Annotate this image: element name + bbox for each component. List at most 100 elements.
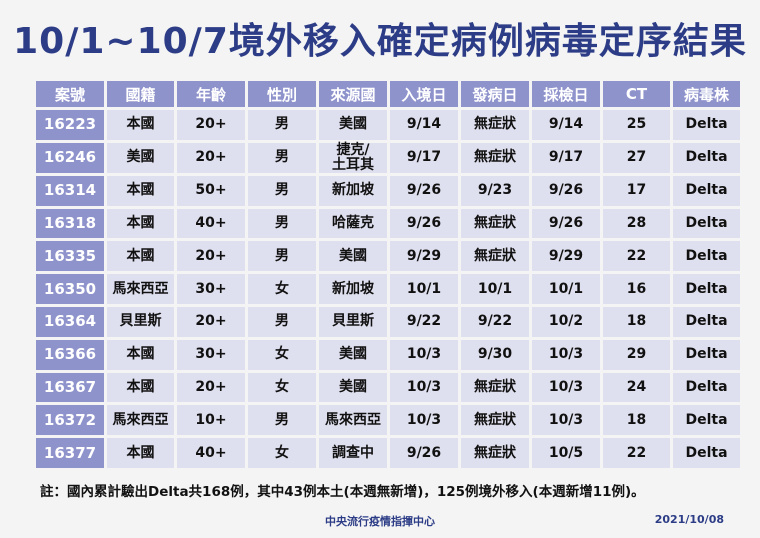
table-cell: 9/26 (532, 175, 600, 206)
case-number-cell: 16367 (36, 372, 104, 403)
column-header: 性別 (248, 81, 316, 107)
table-cell: Delta (673, 241, 740, 272)
case-number-cell: 16377 (36, 438, 104, 468)
column-header: 國籍 (107, 81, 174, 107)
column-header: 發病日 (461, 81, 529, 107)
table-cell: 貝里斯 (107, 306, 174, 337)
table-row: 16372 馬來西亞 10+ 男馬來西亞 10/3 無症狀 10/3 18 Delta (36, 405, 740, 436)
table-cell: 22 (603, 241, 670, 272)
table-cell: 40+ (177, 438, 245, 468)
column-header: 年齡 (177, 81, 245, 107)
table-cell: 24 (603, 372, 670, 403)
column-header: CT (603, 81, 670, 107)
table-cell: 40+ (177, 208, 245, 239)
table-cell: 10/1 (390, 274, 458, 304)
table-cell: 女 (248, 339, 316, 370)
table-cell: 無症狀 (461, 208, 529, 239)
table-cell: 20+ (177, 372, 245, 403)
case-table: 案號 國籍 年齡 性別 來源國 入境日 發病日 採檢日 CT 病毒株 16223 本國 20+ 男美國 9… (33, 78, 743, 471)
table-cell: 10/3 (390, 339, 458, 370)
table-cell: 9/14 (532, 110, 600, 140)
table-cell: 本國 (107, 110, 174, 140)
table-row: 16223 本國 20+ 男美國 9/14 無症狀 9/14 25 Delta (36, 110, 740, 140)
table-header-row: 案號 國籍 年齡 性別 來源國 入境日 發病日 採檢日 CT 病毒株 (36, 81, 740, 107)
table-cell: 新加坡 (319, 274, 387, 304)
table-cell: 22 (603, 438, 670, 468)
publish-date: 2021/10/08 (654, 513, 724, 526)
table-cell: 本國 (107, 208, 174, 239)
table-cell: 29 (603, 339, 670, 370)
table-cell: 27 (603, 142, 670, 173)
table-cell: 女 (248, 274, 316, 304)
table-cell: 10/2 (532, 306, 600, 337)
table-row: 16318 本國 40+ 男哈薩克 9/26 無症狀 9/26 28 Delta (36, 208, 740, 239)
table-cell: 10/3 (390, 405, 458, 436)
table-cell: 男 (248, 175, 316, 206)
table-cell: 女 (248, 372, 316, 403)
table-cell: Delta (673, 339, 740, 370)
table-cell: 馬來西亞 (107, 405, 174, 436)
table-cell: 美國 (319, 241, 387, 272)
table-cell: Delta (673, 142, 740, 173)
table-cell: 貝里斯 (319, 306, 387, 337)
table-cell: 男 (248, 142, 316, 173)
table-row: 16335 本國 20+ 男美國 9/29 無症狀 9/29 22 Delta (36, 241, 740, 272)
table-cell: 本國 (107, 372, 174, 403)
table-cell: 10/3 (532, 339, 600, 370)
table-cell: 美國 (107, 142, 174, 173)
case-number-cell: 16314 (36, 175, 104, 206)
table-cell: 女 (248, 438, 316, 468)
case-number-cell: 16335 (36, 241, 104, 272)
column-header: 來源國 (319, 81, 387, 107)
table-cell: 10+ (177, 405, 245, 436)
table-cell: 哈薩克 (319, 208, 387, 239)
table-cell: 9/22 (461, 306, 529, 337)
case-number-cell: 16364 (36, 306, 104, 337)
case-number-cell: 16372 (36, 405, 104, 436)
table-cell: 美國 (319, 339, 387, 370)
table-cell: 9/30 (461, 339, 529, 370)
column-header: 入境日 (390, 81, 458, 107)
table-cell: 調查中 (319, 438, 387, 468)
table-cell: 美國 (319, 372, 387, 403)
table-cell: 10/5 (532, 438, 600, 468)
table-cell: 無症狀 (461, 241, 529, 272)
table-cell: 本國 (107, 175, 174, 206)
table-cell: 本國 (107, 438, 174, 468)
table-cell: 16 (603, 274, 670, 304)
table-cell: 50+ (177, 175, 245, 206)
table-cell: 無症狀 (461, 110, 529, 140)
table-cell: 9/22 (390, 306, 458, 337)
table-cell: 新加坡 (319, 175, 387, 206)
case-number-cell: 16223 (36, 110, 104, 140)
table-cell: 18 (603, 405, 670, 436)
table-cell: 捷克/ 土耳其 (319, 142, 387, 173)
table-cell: 男 (248, 306, 316, 337)
table-cell: 本國 (107, 339, 174, 370)
table-cell: 25 (603, 110, 670, 140)
table-cell: 無症狀 (461, 372, 529, 403)
table-cell: 18 (603, 306, 670, 337)
table-row: 16350 馬來西亞 30+ 女新加坡 10/1 10/1 10/1 16 Delta (36, 274, 740, 304)
table-cell: 28 (603, 208, 670, 239)
table-cell: Delta (673, 175, 740, 206)
table-cell: 男 (248, 241, 316, 272)
table-cell: 9/29 (390, 241, 458, 272)
footnote: 註：國內累計驗出Delta共168例，其中43例本土(本週無新增)，125例境外… (40, 484, 645, 500)
agency-name: 中央流行疫情指揮中心 (325, 515, 435, 528)
table-cell: 30+ (177, 274, 245, 304)
table-cell: 無症狀 (461, 142, 529, 173)
table-cell: 10/3 (532, 372, 600, 403)
table-cell: Delta (673, 208, 740, 239)
table-cell: 20+ (177, 110, 245, 140)
table-cell: 馬來西亞 (107, 274, 174, 304)
table-cell: 馬來西亞 (319, 405, 387, 436)
page-title: 10/1~10/7境外移入確定病例病毒定序結果 (13, 21, 747, 62)
case-number-cell: 16318 (36, 208, 104, 239)
table-cell: 9/17 (532, 142, 600, 173)
table-cell: 9/26 (390, 438, 458, 468)
table-cell: 20+ (177, 241, 245, 272)
table-cell: Delta (673, 438, 740, 468)
column-header: 案號 (36, 81, 104, 107)
table-row: 16366 本國 30+ 女美國 10/3 9/30 10/3 29 Delta (36, 339, 740, 370)
